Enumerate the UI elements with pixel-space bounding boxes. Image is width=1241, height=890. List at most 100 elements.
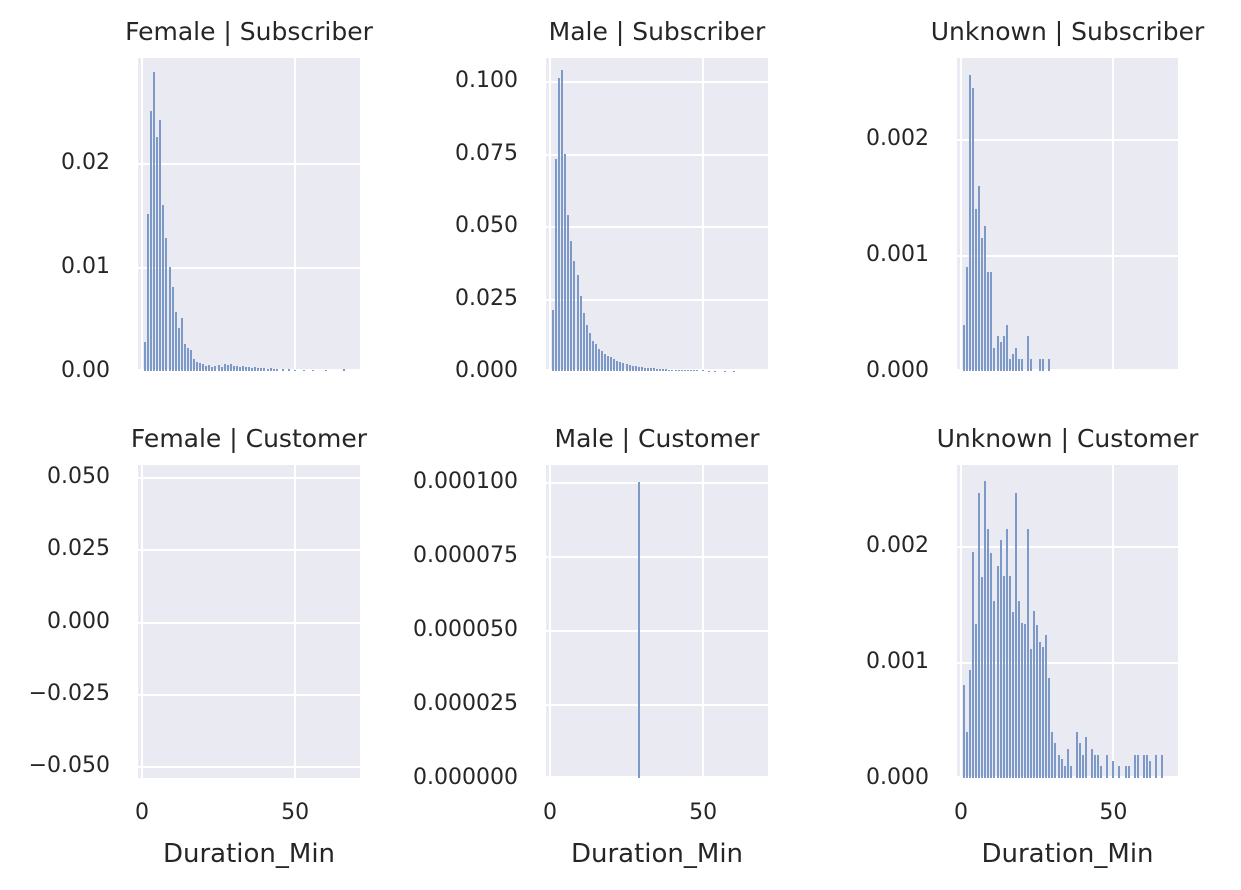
histogram-bar (1078, 743, 1081, 778)
histogram-bar (643, 367, 646, 371)
histogram-bar (205, 365, 208, 371)
x-gridline (1112, 58, 1115, 371)
histogram-bar (984, 481, 987, 778)
x-gridline (959, 465, 962, 778)
x-gridline (548, 58, 551, 371)
histogram-bar (628, 364, 631, 371)
histogram-bar (226, 364, 229, 371)
y-gridline (138, 621, 360, 624)
y-tick-label: 0.02 (61, 150, 110, 176)
histogram-bar (561, 69, 564, 371)
histogram-bar (1127, 766, 1130, 778)
histogram-bar (1020, 359, 1023, 371)
y-tick-label: 0.002 (866, 126, 929, 152)
histogram-bar (610, 356, 613, 371)
histogram-bar (671, 369, 674, 371)
histogram-bar (656, 368, 659, 371)
y-tick-label: 0.100 (455, 68, 518, 94)
histogram-bar (269, 367, 272, 371)
histogram-bar (975, 623, 978, 778)
histogram-bar (168, 267, 171, 371)
histogram-bar (165, 237, 168, 371)
y-gridline (138, 369, 360, 371)
histogram-bar (1030, 649, 1033, 778)
histogram-bar (1014, 492, 1017, 778)
y-tick-label: 0.050 (47, 464, 110, 490)
histogram-bar (582, 313, 585, 371)
x-tick-label: 0 (134, 800, 149, 825)
x-gridline (702, 465, 705, 778)
y-gridline (546, 298, 768, 301)
histogram-bar (263, 367, 266, 371)
histogram-bar (963, 324, 965, 371)
histogram-bar (147, 213, 150, 371)
histogram-bar (248, 366, 251, 371)
histogram-bar (1023, 623, 1026, 778)
histogram-bar (637, 366, 640, 371)
x-axis-label: Duration_Min (570, 839, 744, 869)
histogram-bar (1017, 600, 1020, 778)
histogram-bar (251, 367, 254, 371)
subplot-title: Female | Subscriber (125, 17, 373, 46)
histogram-bar (996, 336, 999, 371)
histogram-bar (625, 364, 628, 371)
y-gridline (957, 776, 1178, 778)
histogram-bar (183, 343, 186, 371)
histogram-bar (978, 185, 981, 371)
histogram-bar (1097, 754, 1100, 778)
histogram-bar (287, 368, 290, 371)
histogram-bar (211, 366, 214, 371)
histogram-bar (199, 362, 202, 371)
histogram-bar (159, 120, 162, 371)
x-tick-label: 0 (953, 800, 968, 825)
y-gridline (546, 369, 768, 371)
histogram-bar (1145, 754, 1148, 778)
histogram-bar (631, 365, 634, 371)
histogram-bar (275, 368, 278, 371)
y-gridline (138, 693, 360, 696)
y-gridline (546, 776, 768, 778)
histogram-bar (686, 370, 689, 371)
histogram-bar (677, 369, 680, 371)
histogram-bar (232, 365, 235, 371)
histogram-bar (1051, 731, 1054, 778)
histogram-bar (634, 366, 637, 371)
histogram-bar (564, 153, 567, 371)
x-tick-label: 50 (689, 800, 718, 825)
histogram-bar (214, 365, 217, 371)
x-gridline (1112, 465, 1115, 778)
subplot-title: Male | Subscriber (548, 17, 766, 46)
histogram-bar (1075, 731, 1078, 778)
histogram-bar (180, 317, 183, 371)
histogram-bar (680, 370, 683, 371)
histogram-bar (619, 362, 622, 371)
histogram-bar (1118, 766, 1121, 778)
histogram-bar (153, 71, 156, 371)
y-gridline (546, 629, 768, 632)
plot-area (957, 465, 1178, 778)
histogram-bar (1008, 576, 1011, 778)
histogram-bar (1020, 622, 1023, 778)
x-gridline (294, 58, 297, 371)
plot-area (546, 465, 768, 778)
histogram-bar (597, 348, 600, 371)
y-tick-label: 0.050 (455, 213, 518, 239)
histogram-bar (1011, 353, 1014, 371)
histogram-bar (607, 355, 610, 371)
histogram-bar (1136, 754, 1139, 778)
histogram-bar (156, 137, 159, 371)
histogram-bar (555, 159, 558, 371)
histogram-bar (257, 367, 260, 371)
histogram-bar (1100, 766, 1103, 778)
histogram-bar (1148, 760, 1151, 778)
y-gridline (957, 546, 1178, 549)
histogram-bar (220, 366, 223, 371)
histogram-bar (272, 368, 275, 371)
y-tick-label: −0.025 (28, 680, 110, 706)
histogram-bar (975, 208, 978, 371)
histogram-bar (604, 353, 607, 371)
histogram-bar (981, 237, 984, 371)
histogram-bar (702, 370, 705, 371)
